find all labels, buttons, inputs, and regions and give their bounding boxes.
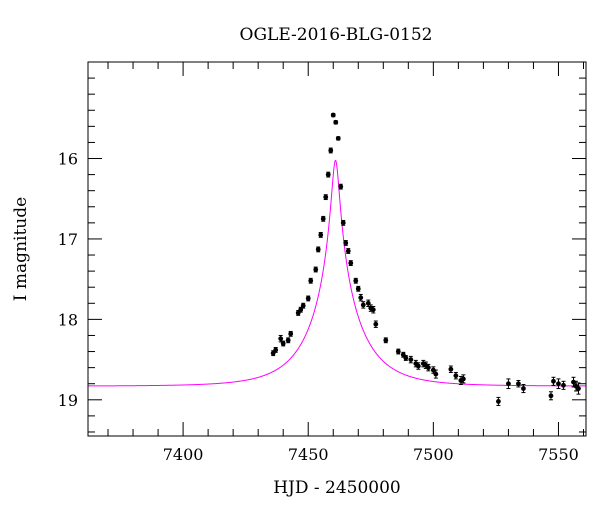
data-point bbox=[373, 321, 379, 327]
x-tick-label: 7450 bbox=[288, 445, 329, 464]
y-axis-label: I magnitude bbox=[11, 197, 31, 301]
data-point bbox=[343, 240, 349, 246]
data-point bbox=[556, 381, 561, 387]
data-point bbox=[338, 184, 344, 190]
data-point bbox=[285, 337, 291, 343]
chart-title: OGLE-2016-BLG-0152 bbox=[240, 25, 433, 45]
data-point bbox=[330, 112, 336, 118]
data-point bbox=[348, 260, 354, 266]
data-point bbox=[335, 136, 341, 141]
data-point bbox=[403, 355, 409, 361]
data-point bbox=[425, 365, 431, 371]
data-point bbox=[320, 216, 326, 222]
data-point bbox=[448, 366, 454, 372]
data-point bbox=[328, 148, 334, 153]
data-point bbox=[408, 357, 414, 362]
data-point bbox=[353, 278, 359, 284]
data-point bbox=[551, 378, 556, 384]
data-point bbox=[430, 367, 436, 373]
data-point bbox=[333, 119, 339, 125]
data-point bbox=[383, 337, 389, 343]
data-point bbox=[576, 386, 581, 391]
data-point bbox=[313, 267, 319, 272]
data-point bbox=[506, 381, 511, 387]
data-point bbox=[345, 248, 351, 254]
data-point bbox=[521, 386, 526, 391]
plot-area bbox=[88, 112, 586, 406]
data-point bbox=[571, 379, 576, 385]
data-point bbox=[496, 399, 501, 404]
data-point bbox=[355, 286, 361, 292]
x-axis-label: HJD - 2450000 bbox=[273, 478, 401, 498]
data-point bbox=[358, 295, 364, 301]
x-tick-label: 7400 bbox=[163, 445, 204, 464]
data-point bbox=[415, 363, 421, 369]
plot-frame bbox=[87, 61, 587, 437]
y-tick-label: 16 bbox=[58, 150, 78, 169]
data-point bbox=[548, 393, 554, 399]
data-point bbox=[325, 172, 331, 178]
data-point bbox=[340, 220, 346, 226]
data-point bbox=[453, 373, 459, 379]
x-tick-label: 7550 bbox=[538, 445, 579, 464]
data-point bbox=[561, 382, 566, 388]
x-tick-label: 7500 bbox=[413, 445, 454, 464]
data-point bbox=[318, 232, 324, 238]
data-point bbox=[288, 331, 294, 337]
data-point bbox=[433, 371, 439, 377]
data-point bbox=[460, 376, 466, 382]
y-tick-label: 17 bbox=[58, 230, 78, 249]
data-point bbox=[323, 194, 329, 200]
data-point bbox=[516, 381, 521, 387]
data-point bbox=[395, 349, 401, 354]
axis-ticks: 7400 7450 7500 7550 16 17 18 19 bbox=[58, 62, 586, 464]
data-point bbox=[300, 303, 306, 309]
y-tick-label: 18 bbox=[58, 310, 78, 329]
data-point bbox=[360, 302, 366, 308]
data-point bbox=[280, 341, 286, 346]
model-curve bbox=[88, 159, 586, 387]
data-point bbox=[308, 278, 314, 284]
y-tick-label: 19 bbox=[58, 391, 78, 410]
data-point bbox=[278, 336, 284, 342]
data-point bbox=[315, 247, 321, 252]
data-point bbox=[305, 296, 311, 301]
data-point bbox=[273, 347, 279, 353]
data-point bbox=[370, 307, 376, 313]
